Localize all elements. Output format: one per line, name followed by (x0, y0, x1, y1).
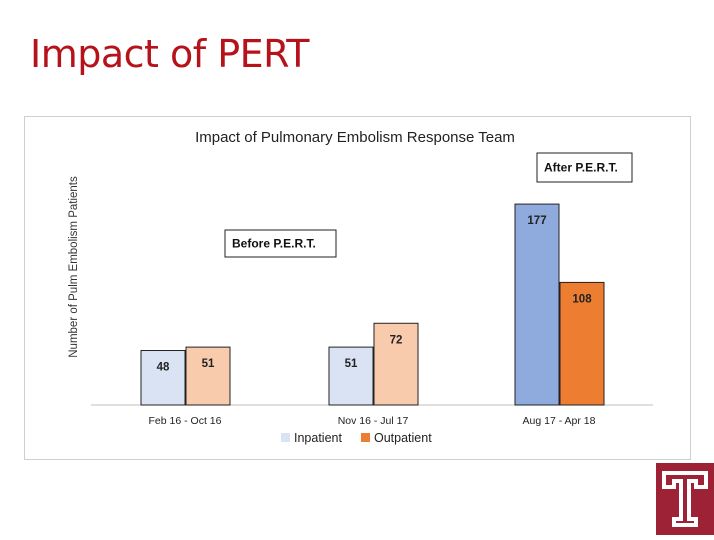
bar-outpatient-3 (559, 281, 605, 406)
annotation-text-2: After P.E.R.T. (544, 161, 618, 175)
annotation-text-1: Before P.E.R.T. (232, 237, 316, 251)
legend-swatch-inpatient (281, 433, 290, 442)
logo-t-icon (662, 471, 708, 527)
chart-title: Impact of Pulmonary Embolism Response Te… (195, 129, 515, 146)
y-axis-label: Number of Pulm Embolism Patients (68, 176, 80, 358)
slide-title: Impact of PERT (30, 32, 309, 76)
data-label-outpatient-1: 51 (202, 358, 215, 370)
legend-label-outpatient: Outpatient (374, 431, 432, 445)
temple-logo (656, 463, 714, 535)
bar-inpatient-3 (514, 203, 560, 406)
data-label-outpatient-3: 108 (572, 293, 592, 305)
data-label-outpatient-2: 72 (390, 334, 403, 346)
category-label-2: Nov 16 - Jul 17 (338, 415, 409, 427)
category-label-1: Feb 16 - Oct 16 (149, 415, 222, 427)
bar-inpatient-1 (140, 350, 186, 406)
bar-inpatient-2 (328, 346, 374, 406)
legend: Inpatient Outpatient (281, 431, 432, 445)
legend-swatch-outpatient (361, 433, 370, 442)
category-label-3: Aug 17 - Apr 18 (523, 415, 596, 427)
annotations: Before P.E.R.T. After P.E.R.T. (224, 152, 633, 258)
annotation-box-1 (224, 229, 337, 258)
bar-chart: Impact of Pulmonary Embolism Response Te… (68, 129, 653, 445)
chart-frame: Impact of Pulmonary Embolism Response Te… (24, 116, 691, 460)
category-labels: Feb 16 - Oct 16 Nov 16 - Jul 17 Aug 17 - A… (149, 415, 596, 427)
data-label-inpatient-1: 48 (157, 362, 170, 374)
annotation-box-2 (536, 152, 633, 183)
bar-outpatient-2 (373, 322, 419, 406)
data-label-inpatient-3: 177 (527, 215, 546, 227)
legend-label-inpatient: Inpatient (294, 431, 342, 445)
data-label-inpatient-2: 51 (345, 358, 358, 370)
bar-outpatient-1 (185, 346, 231, 406)
bars-group: 48 51 51 72 177 108 (140, 203, 605, 406)
